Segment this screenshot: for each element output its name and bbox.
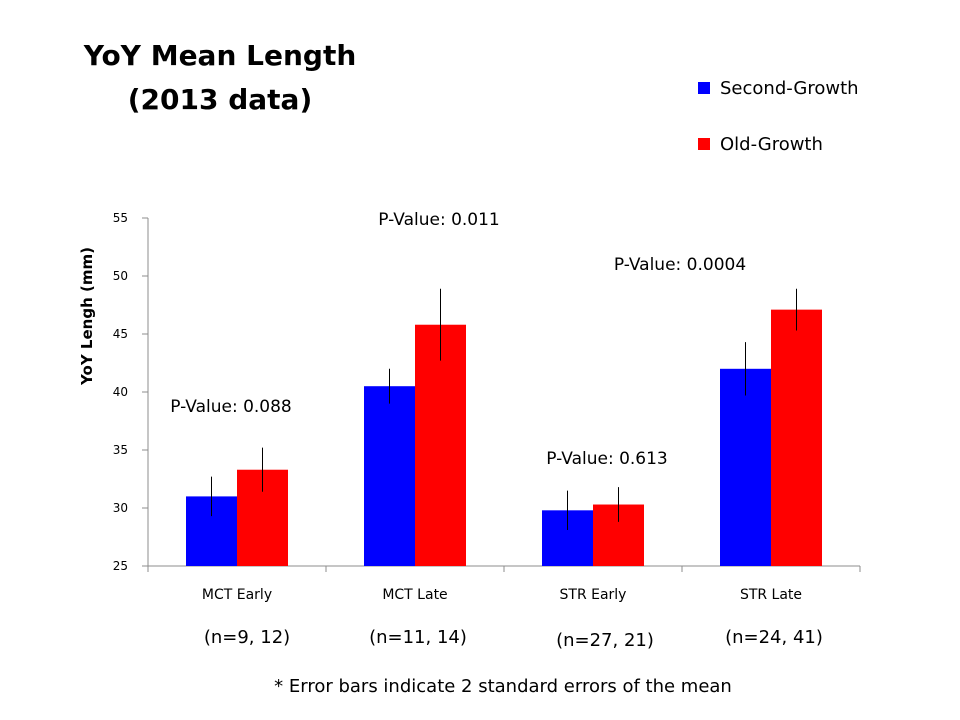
p-value-label-3: P-Value: 0.0004 (614, 255, 746, 275)
legend-swatch-old-growth (698, 138, 710, 150)
x-tick-label-2: STR Early (560, 587, 627, 603)
chart-title: YoY Mean Length (2013 data) (40, 34, 400, 122)
legend-label-old-growth: Old-Growth (720, 133, 823, 155)
chart-labels: (n=9, 12) (n=11, 14) (n=27, 21) (n=24, 41) P… (170, 210, 823, 651)
sample-size-2: (n=27, 21) (556, 630, 654, 651)
legend-item-second-growth: Second-Growth (698, 74, 859, 102)
bar-1-3 (771, 309, 822, 566)
sample-size-0: (n=9, 12) (204, 627, 290, 648)
bar-0-3 (720, 368, 771, 566)
footnote: * Error bars indicate 2 standard errors … (274, 676, 732, 697)
legend-item-old-growth: Old-Growth (698, 130, 859, 158)
y-tick-label-50: 50 (113, 269, 128, 283)
legend: Second-Growth Old-Growth (698, 74, 859, 186)
bar-1-1 (415, 324, 466, 566)
p-value-label-2: P-Value: 0.613 (546, 449, 668, 469)
y-tick-label-40: 40 (113, 385, 128, 399)
p-value-label-0: P-Value: 0.088 (170, 397, 292, 417)
y-tick-label-30: 30 (113, 501, 128, 515)
chart-title-line-2: (2013 data) (127, 83, 313, 116)
legend-swatch-second-growth (698, 82, 710, 94)
p-value-label-1: P-Value: 0.011 (378, 210, 500, 230)
bars (186, 309, 822, 566)
sample-size-3: (n=24, 41) (725, 627, 823, 648)
y-tick-label-35: 35 (113, 443, 128, 457)
y-tick-label-25: 25 (113, 559, 128, 573)
x-tick-label-1: MCT Late (382, 587, 447, 603)
x-tick-label-3: STR Late (740, 587, 802, 603)
error-bars (211, 288, 797, 531)
bar-0-1 (364, 386, 415, 566)
y-tick-label-45: 45 (113, 327, 128, 341)
sample-size-1: (n=11, 14) (369, 627, 467, 648)
legend-label-second-growth: Second-Growth (720, 77, 859, 99)
y-axis-label: YoY Lengh (mm) (78, 247, 96, 386)
x-tick-label-0: MCT Early (202, 587, 272, 603)
chart-title-line-1: YoY Mean Length (83, 39, 357, 72)
y-tick-label-55: 55 (113, 211, 128, 225)
